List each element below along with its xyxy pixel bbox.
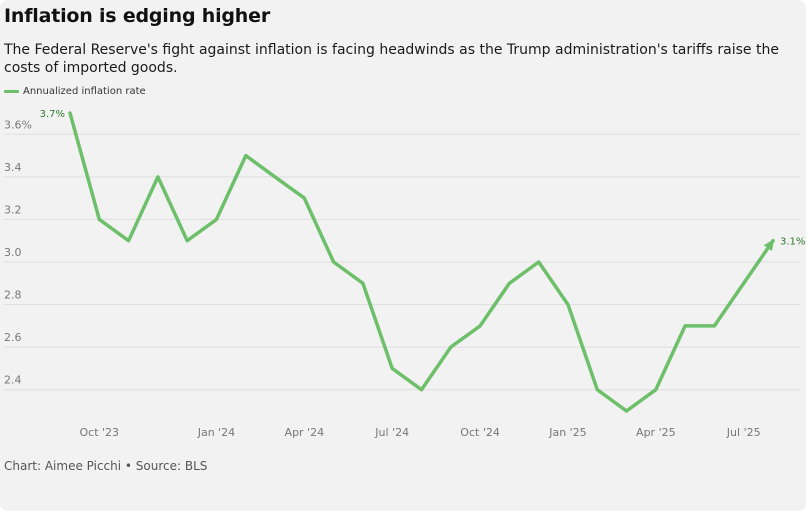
y-tick-label: 2.4 <box>4 374 22 387</box>
x-tick-label: Oct '23 <box>80 426 120 439</box>
y-tick-label: 2.6 <box>4 331 22 344</box>
inflation-series-line <box>68 111 775 413</box>
data-label: 3.7% <box>40 109 65 120</box>
y-tick-label: 3.4 <box>4 161 22 174</box>
chart-subtitle: The Federal Reserve's fight against infl… <box>4 42 779 76</box>
legend-label: Annualized inflation rate <box>23 86 146 97</box>
x-tick-label: Jul '24 <box>374 426 409 439</box>
chart-source: Chart: Aimee Picchi • Source: BLS <box>4 459 208 473</box>
x-tick-label: Jan '24 <box>197 426 235 439</box>
chart-title: Inflation is edging higher <box>4 5 270 27</box>
x-tick-label: Apr '24 <box>285 426 325 439</box>
y-tick-label: 3.2 <box>4 203 22 216</box>
x-tick-label: Jul '25 <box>726 426 761 439</box>
x-tick-label: Oct '24 <box>460 426 500 439</box>
legend: Annualized inflation rate <box>4 86 146 97</box>
y-tick-label: 3.6% <box>4 118 32 131</box>
series-end-arrow <box>763 239 775 251</box>
x-tick-label: Apr '25 <box>636 426 676 439</box>
legend-swatch <box>4 90 19 93</box>
data-label: 3.1% <box>780 237 805 248</box>
x-tick-label: Jan '25 <box>548 426 586 439</box>
y-tick-label: 3.0 <box>4 246 22 259</box>
y-tick-label: 2.8 <box>4 289 22 302</box>
